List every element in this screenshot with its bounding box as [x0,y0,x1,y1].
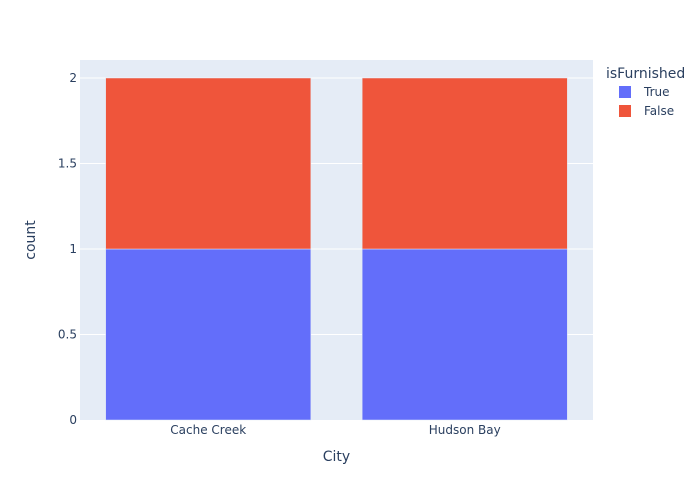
legend-item-true[interactable]: True [619,85,670,99]
legend-items: True False [619,85,674,118]
y-axis-ticks: 0 0.5 1 1.5 2 [58,71,77,427]
x-tick-label: Hudson Bay [429,423,501,437]
legend-swatch [619,86,631,98]
y-tick-label: 1.5 [58,157,77,171]
bar-false-hudson-bay[interactable] [361,77,568,250]
y-tick-label: 0 [69,413,77,427]
y-axis-title: count [23,220,39,260]
legend-swatch [619,105,631,117]
x-tick-label: Cache Creek [170,423,246,437]
x-axis-title: City [323,449,350,465]
bars [105,77,568,421]
y-tick-label: 0.5 [58,328,77,342]
legend-item-false[interactable]: False [619,104,674,118]
bar-true-hudson-bay[interactable] [361,248,568,421]
legend-label: False [644,104,674,118]
legend: isFurnished True False [606,66,685,118]
y-tick-label: 1 [69,242,77,256]
legend-label: True [643,85,670,99]
bar-true-cache-creek[interactable] [105,248,312,421]
x-axis-ticks: Cache Creek Hudson Bay [170,423,500,437]
bar-false-cache-creek[interactable] [105,77,312,250]
y-tick-label: 2 [69,71,77,85]
legend-title: isFurnished [606,66,685,82]
